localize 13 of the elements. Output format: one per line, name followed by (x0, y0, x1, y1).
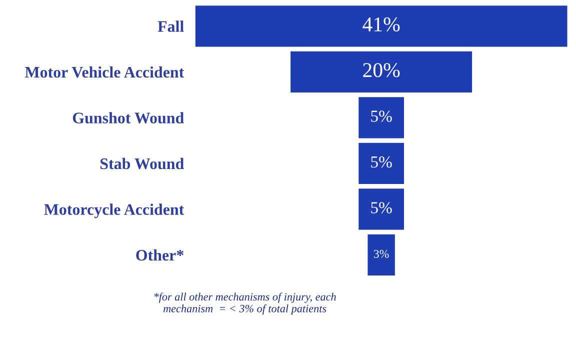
data-label: 20% (363, 63, 400, 78)
data-label: 5% (371, 156, 392, 168)
data-label: 5% (371, 202, 392, 214)
category-label: Fall (158, 20, 184, 32)
data-label: 3% (374, 250, 389, 258)
text: *for all other mechanisms of injury, each mechanism = < 3% of total patients (154, 292, 336, 315)
category-label: Stab Wound (100, 158, 184, 170)
data-label: 41% (362, 17, 400, 32)
data-label: 5% (371, 110, 392, 122)
category-label: Other* (136, 249, 184, 261)
category-label: Gunshot Wound (72, 112, 184, 124)
category-label: Motor Vehicle Accident (24, 66, 184, 78)
category-label: Motorcycle Accident (44, 204, 184, 218)
